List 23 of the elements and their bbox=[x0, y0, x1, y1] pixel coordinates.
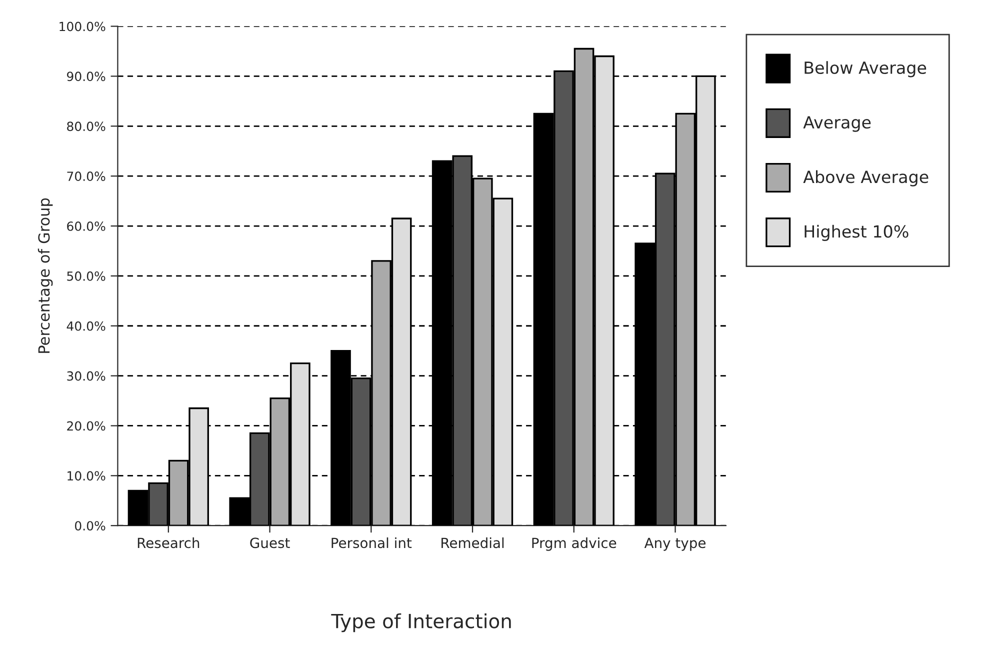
x-tick-label: Personal int bbox=[332, 537, 412, 548]
y-tick-label: 50.0% bbox=[67, 271, 106, 281]
y-tick-label: 90.0% bbox=[66, 72, 106, 82]
y-tick-label: 30.0% bbox=[67, 371, 106, 381]
y-tick-label: 80.0% bbox=[67, 122, 106, 132]
x-tick-label: Guest bbox=[250, 538, 290, 548]
x-tick-label: Research bbox=[138, 537, 200, 548]
legend-label: Highest 10% bbox=[804, 224, 908, 241]
legend-label: Below Average bbox=[804, 61, 926, 78]
y-axis-title: Percentage of Group bbox=[38, 198, 53, 353]
y-tick-label: 10.0% bbox=[68, 471, 106, 481]
x-tick-label: Any type bbox=[644, 538, 706, 551]
x-tick-label: Remedial bbox=[442, 537, 504, 548]
y-tick-label: 20.0% bbox=[67, 421, 106, 431]
legend-label: Average bbox=[803, 116, 871, 132]
y-tick-label: 100.0% bbox=[60, 22, 106, 32]
y-tick-label: 60.0% bbox=[67, 221, 106, 231]
x-axis-title: Type of Interaction bbox=[331, 613, 511, 632]
y-tick-label: 0.0% bbox=[74, 521, 106, 531]
y-tick-label: 70.0% bbox=[67, 172, 106, 182]
y-tick-label: 40.0% bbox=[66, 321, 106, 331]
x-tick-label: Prgm advice bbox=[532, 537, 616, 551]
legend-label: Above Average bbox=[803, 170, 928, 186]
